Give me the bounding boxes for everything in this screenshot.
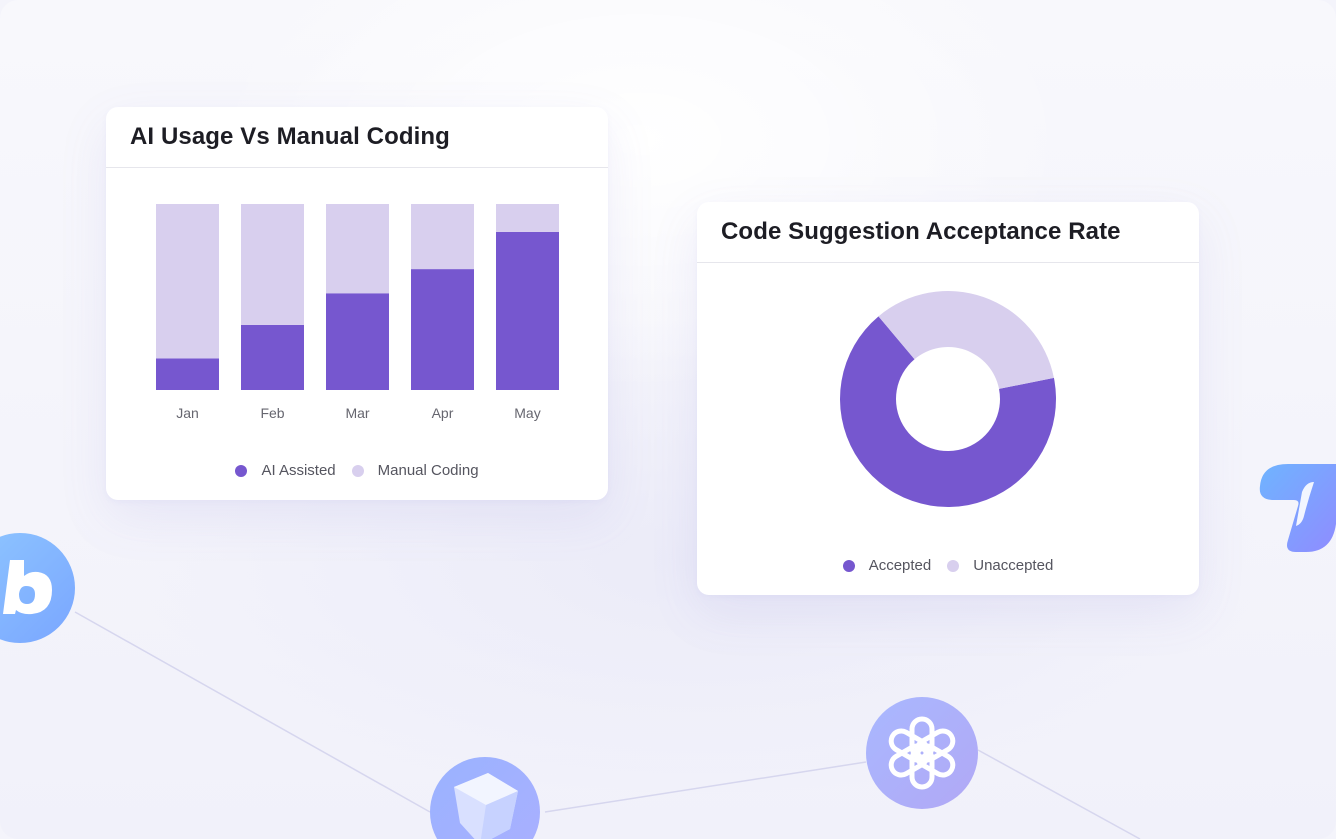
- legend-label-ai-assisted: AI Assisted: [261, 462, 336, 479]
- bar-manual-coding-feb: [241, 204, 304, 325]
- bar-legend: AI Assisted Manual Coding: [106, 462, 608, 479]
- donut-legend: Accepted Unaccepted: [697, 557, 1199, 574]
- bar-ai-assisted-jan: [156, 358, 219, 390]
- bar-manual-coding-jan: [156, 204, 219, 359]
- legend-dot-accepted: [842, 559, 855, 572]
- x-tick-label-jan: Jan: [176, 405, 199, 421]
- legend-label-unaccepted: Unaccepted: [973, 557, 1054, 574]
- bar-manual-coding-apr: [411, 204, 474, 270]
- legend-dot-manual-coding: [351, 464, 364, 477]
- copilot-logo-icon: [1259, 464, 1336, 552]
- legend-label-manual-coding: Manual Coding: [377, 462, 479, 479]
- bar-ai-assisted-feb: [241, 324, 304, 390]
- legend-label-accepted: Accepted: [868, 557, 932, 574]
- ai-usage-card: AI Usage Vs Manual Coding Jan Feb Mar Apr Ma…: [106, 107, 608, 500]
- bubble-b-logo-icon: [0, 533, 75, 643]
- bar-ai-assisted-may: [496, 231, 559, 390]
- legend-item-manual-coding: Manual Coding: [351, 462, 479, 479]
- legend-dot-unaccepted: [947, 559, 960, 572]
- ai-usage-title: AI Usage Vs Manual Coding: [106, 107, 608, 168]
- donut-slice-unaccepted: [878, 291, 1054, 389]
- legend-item-accepted: Accepted: [842, 557, 932, 574]
- x-tick-label-feb: Feb: [260, 405, 284, 421]
- donut-chart: [840, 291, 1056, 507]
- x-tick-label-apr: Apr: [432, 405, 454, 421]
- bar-manual-coding-mar: [326, 204, 389, 294]
- bar-ai-assisted-apr: [411, 269, 474, 390]
- x-tick-label-mar: Mar: [345, 405, 369, 421]
- acceptance-rate-card: Code Suggestion Acceptance Rate Accepted…: [697, 202, 1199, 595]
- donut-slice-accepted: [840, 316, 1056, 507]
- cube-logo-icon: [430, 757, 540, 839]
- bar-manual-coding-may: [496, 204, 559, 232]
- legend-item-ai-assisted: AI Assisted: [235, 462, 336, 479]
- legend-dot-ai-assisted: [235, 464, 248, 477]
- bar-ai-assisted-mar: [326, 293, 389, 390]
- legend-item-unaccepted: Unaccepted: [947, 557, 1053, 574]
- stacked-bar-chart: Jan Feb Mar Apr May: [156, 204, 559, 421]
- x-tick-label-may: May: [514, 405, 540, 421]
- openai-logo-icon: [866, 697, 978, 809]
- acceptance-rate-title: Code Suggestion Acceptance Rate: [697, 202, 1199, 263]
